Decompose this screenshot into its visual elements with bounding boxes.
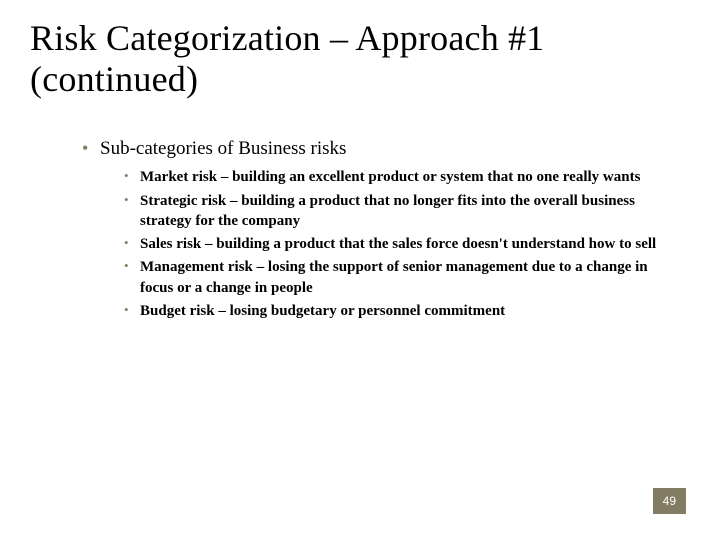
risk-term: Management risk (140, 259, 253, 275)
bullet-list-level1: Sub-categories of Business risks Market … (30, 137, 690, 321)
risk-desc: – losing budgetary or personnel commitme… (215, 303, 506, 319)
bullet-list-level2: Market risk – building an excellent prod… (100, 167, 690, 321)
slide-title: Risk Categorization – Approach #1 (conti… (30, 18, 690, 101)
risk-item: Market risk – building an excellent prod… (140, 167, 690, 187)
level1-item: Sub-categories of Business risks Market … (100, 137, 690, 321)
risk-term: Sales risk (140, 236, 201, 252)
level1-heading: Sub-categories of Business risks (100, 138, 346, 159)
risk-item: Sales risk – building a product that the… (140, 234, 690, 254)
page-number-badge: 49 (653, 488, 686, 514)
risk-term: Strategic risk (140, 193, 226, 209)
risk-item: Management risk – losing the support of … (140, 257, 690, 298)
risk-item: Strategic risk – building a product that… (140, 191, 690, 232)
risk-desc: – building a product that the sales forc… (201, 236, 656, 252)
risk-term: Market risk (140, 169, 217, 185)
risk-item: Budget risk – losing budgetary or person… (140, 301, 690, 321)
slide-container: Risk Categorization – Approach #1 (conti… (0, 0, 720, 540)
risk-desc: – building an excellent product or syste… (217, 169, 640, 185)
risk-term: Budget risk (140, 303, 215, 319)
